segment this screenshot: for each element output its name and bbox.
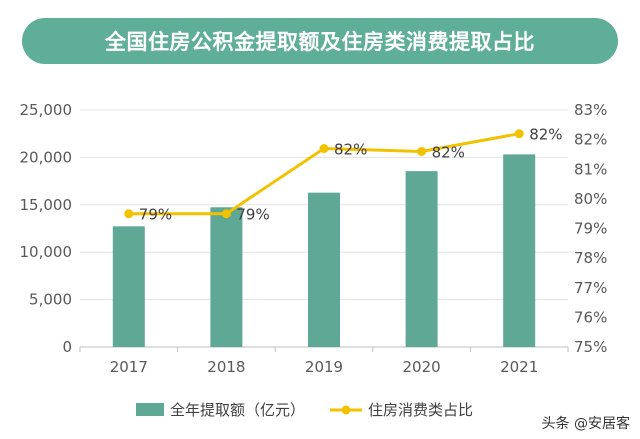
y-axis-right: 75% 76% 77% 78% 79% 80% 81% 82% 83% [574,101,607,356]
bar [210,207,243,347]
line-point [221,209,231,219]
watermark: 头条 @安居客 [541,416,630,432]
legend-line-marker [341,405,351,415]
line-point [319,144,329,154]
legend-line-label: 住房消费类占比 [368,401,473,419]
line-point [417,146,427,156]
y-left-tick-label: 15,000 [20,196,73,214]
bar-series [112,154,536,347]
line-data-label: 82% [432,143,465,161]
x-tick-label: 2018 [207,358,245,376]
line-point [514,129,524,139]
y-axis-left: 0 5,000 10,000 15,000 20,000 25,000 [20,101,73,356]
line-data-label: 79% [139,206,172,224]
x-tick-label: 2019 [305,358,343,376]
y-right-tick-label: 80% [574,190,607,208]
bar [308,192,340,347]
line-data-label: 82% [334,141,367,159]
x-tick-label: 2017 [110,358,148,376]
bar [503,154,536,347]
y-right-tick-label: 82% [574,131,607,149]
y-left-tick-label: 5,000 [29,291,72,309]
legend-bar-swatch [136,403,164,416]
y-left-tick-label: 10,000 [20,243,73,261]
line-series: 79% 79% 82% 82% 82% [124,126,563,224]
bar [405,171,438,347]
bar [112,226,145,347]
x-axis: 2017 2018 2019 2020 2021 [79,347,569,376]
y-right-tick-label: 78% [574,249,607,267]
x-tick-label: 2020 [403,358,441,376]
chart-title: 全国住房公积金提取额及住房类消费提取占比 [22,18,618,64]
y-left-tick-label: 25,000 [20,101,73,119]
y-right-tick-label: 81% [574,160,607,178]
legend: 全年提取额（亿元） 住房消费类占比 [136,401,473,419]
y-left-tick-label: 20,000 [20,148,73,166]
y-right-tick-label: 83% [574,101,607,119]
legend-bar-label: 全年提取额（亿元） [170,401,305,419]
y-right-tick-label: 77% [574,279,607,297]
y-right-tick-label: 76% [574,308,607,326]
x-tick-label: 2021 [500,358,538,376]
line-data-label: 82% [529,126,562,144]
y-right-tick-label: 79% [574,220,607,238]
line-point [124,209,134,219]
line-data-label: 79% [236,206,269,224]
y-right-tick-label: 75% [574,338,607,356]
y-left-tick-label: 0 [62,338,72,356]
